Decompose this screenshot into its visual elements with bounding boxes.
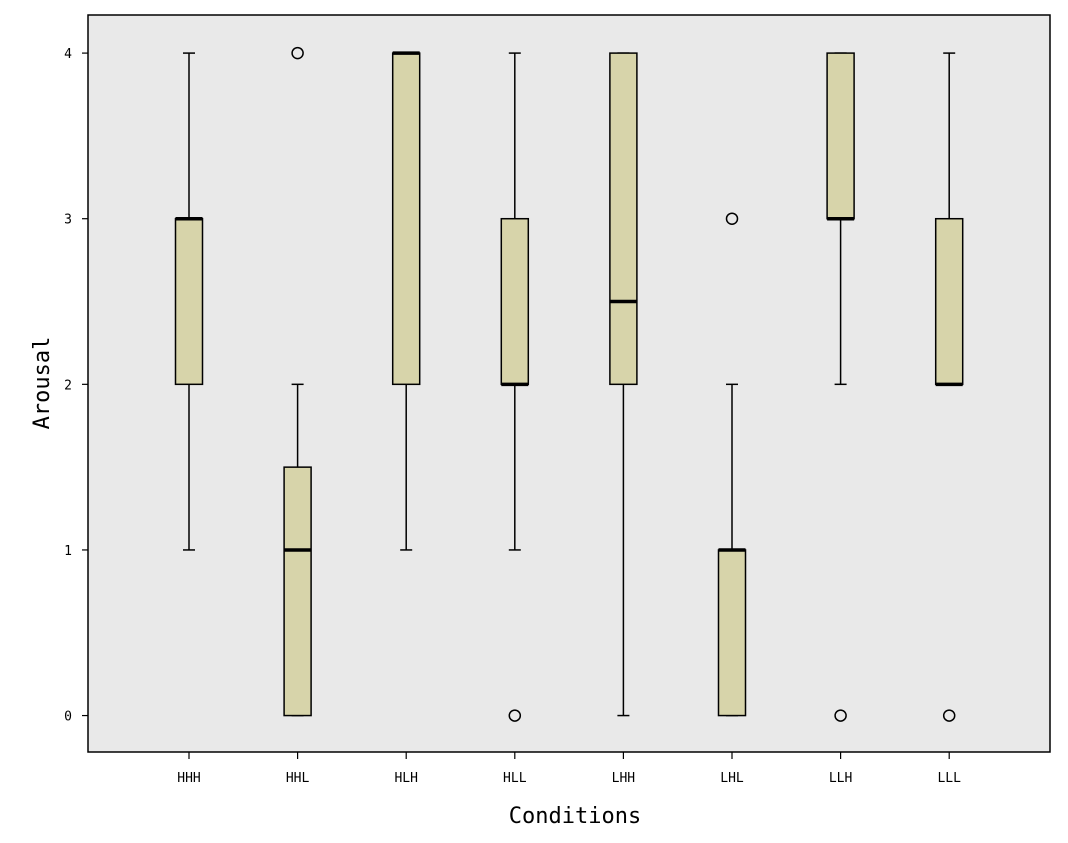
box <box>174 217 204 386</box>
box <box>826 52 855 220</box>
box-group <box>174 52 204 551</box>
x-tick-label: LHH <box>612 771 635 786</box>
box-group <box>391 51 421 551</box>
box <box>391 52 421 386</box>
y-tick-label: 0 <box>64 710 72 725</box>
x-tick-label: HLL <box>503 771 527 786</box>
outlier-point <box>725 212 739 225</box>
y-axis: 0 1 2 3 4 <box>64 47 88 725</box>
y-tick-label: 2 <box>64 378 72 393</box>
x-tick-label: LLL <box>937 771 961 786</box>
outlier-point <box>834 709 847 722</box>
outlier-point <box>291 46 304 60</box>
y-axis-title: Arousal <box>30 337 55 430</box>
box <box>934 217 964 386</box>
y-tick-label: 4 <box>64 47 72 62</box>
outlier-point <box>942 709 956 722</box>
y-tick-label: 3 <box>64 213 72 228</box>
plot-area <box>87 14 1051 753</box>
x-axis-title: Conditions <box>509 804 641 829</box>
y-tick-label: 1 <box>64 544 72 559</box>
box <box>283 466 312 717</box>
x-tick-label: LHL <box>720 771 744 786</box>
x-tick-label: LLH <box>829 771 852 786</box>
box-group <box>283 46 312 717</box>
box-marks <box>174 46 964 722</box>
box-group <box>826 52 855 722</box>
box-group <box>500 52 530 722</box>
x-axis: HHH HHL HLH HLL LHH LHL LLH LLL <box>177 752 961 786</box>
box <box>609 52 638 386</box>
box <box>500 217 530 386</box>
x-tick-label: HHL <box>286 771 310 786</box>
box-group <box>934 52 964 722</box>
outlier-point <box>508 709 522 722</box>
x-tick-label: HHH <box>177 771 200 786</box>
box-group <box>717 212 747 717</box>
x-tick-label: HLH <box>394 771 417 786</box>
box <box>717 549 747 717</box>
box-group <box>609 52 638 717</box>
